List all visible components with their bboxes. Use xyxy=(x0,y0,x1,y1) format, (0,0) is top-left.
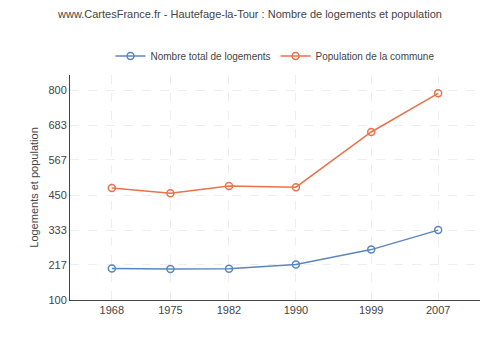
svg-text:333: 333 xyxy=(48,224,66,236)
svg-text:567: 567 xyxy=(48,154,66,166)
svg-text:1975: 1975 xyxy=(158,304,182,316)
svg-text:1990: 1990 xyxy=(284,304,308,316)
svg-text:Logements et population: Logements et population xyxy=(28,127,40,247)
svg-text:100: 100 xyxy=(48,294,66,306)
svg-text:Nombre total de logements: Nombre total de logements xyxy=(151,51,271,62)
svg-text:1968: 1968 xyxy=(100,304,124,316)
svg-text:683: 683 xyxy=(48,119,66,131)
svg-text:Population de la commune: Population de la commune xyxy=(316,51,435,62)
svg-text:1982: 1982 xyxy=(217,304,241,316)
svg-text:217: 217 xyxy=(48,259,66,271)
svg-text:800: 800 xyxy=(48,84,66,96)
svg-text:2007: 2007 xyxy=(426,304,450,316)
svg-text:1999: 1999 xyxy=(359,304,383,316)
svg-text:450: 450 xyxy=(48,189,66,201)
svg-text:www.CartesFrance.fr - Hautefag: www.CartesFrance.fr - Hautefage-la-Tour … xyxy=(57,8,442,20)
